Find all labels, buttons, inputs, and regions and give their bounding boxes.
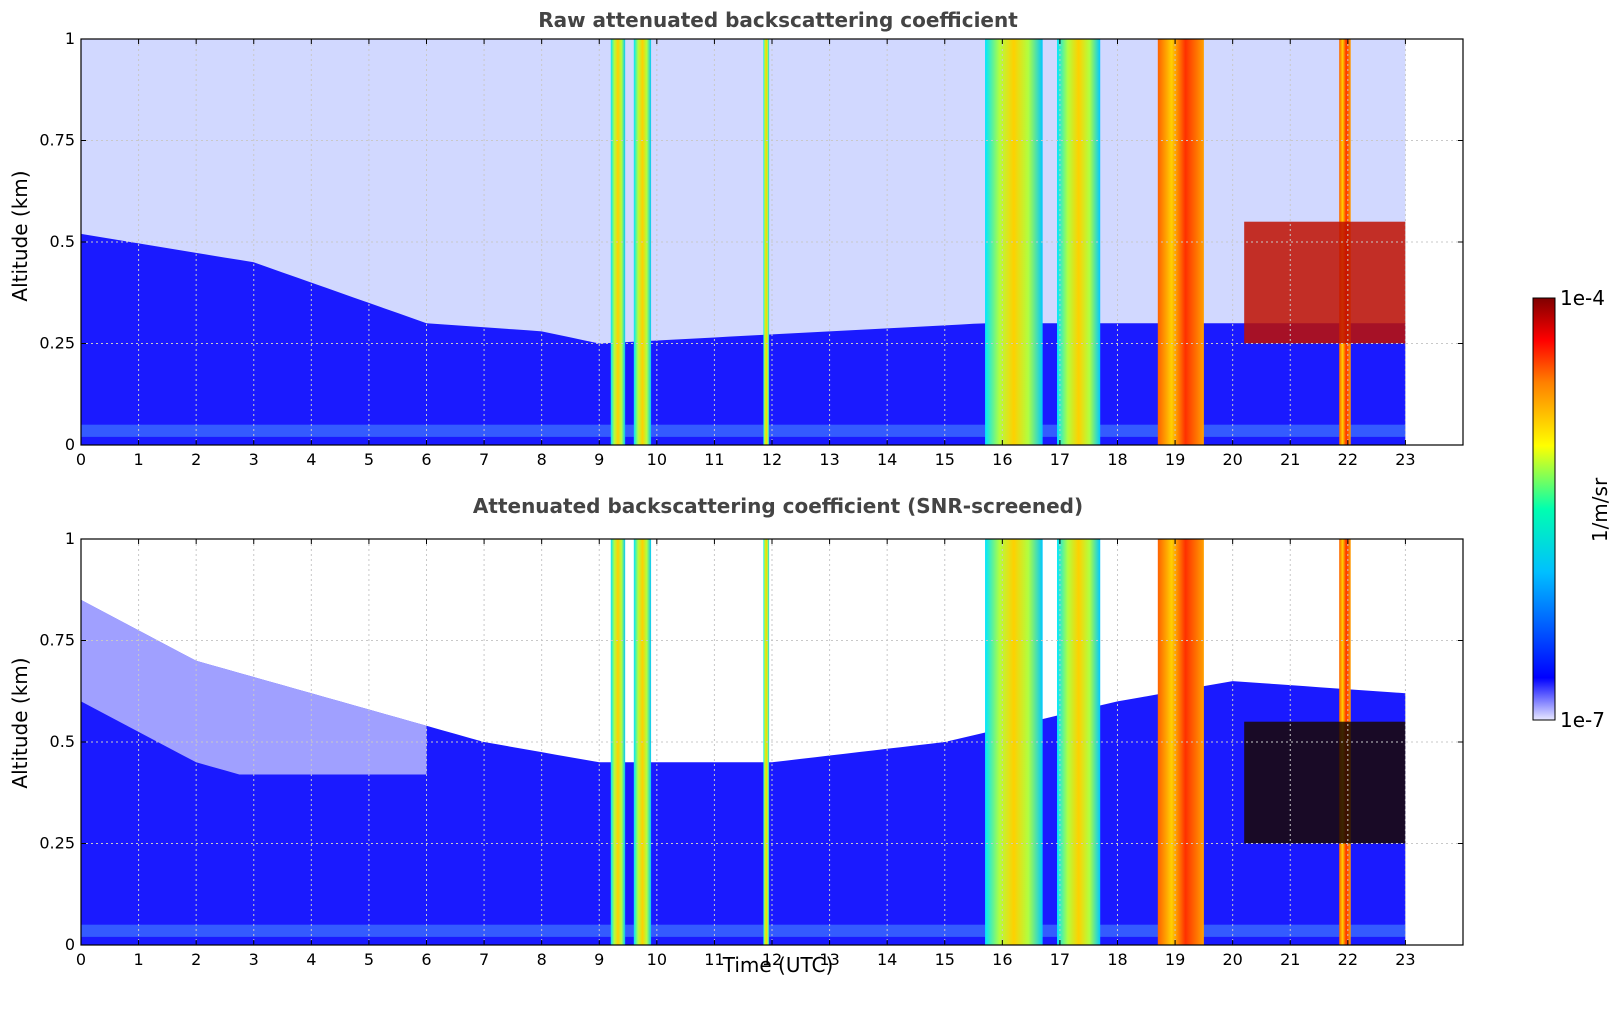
x-tick-label: 3 <box>249 950 259 969</box>
y-tick-label: 0.5 <box>50 732 75 751</box>
screened-y-axis-label: Altitude (km) <box>8 657 32 788</box>
x-tick-label: 10 <box>647 950 667 969</box>
colorbar-unit-label: 1/m/sr <box>1588 477 1612 542</box>
x-tick-label: 22 <box>1338 450 1358 469</box>
x-tick-label: 19 <box>1165 950 1185 969</box>
raw-backscatter-panel: Raw attenuated backscattering coefficien… <box>8 8 1464 469</box>
y-tick-label: 0.25 <box>39 834 75 853</box>
x-tick-label: 10 <box>647 450 667 469</box>
x-tick-label: 5 <box>364 450 374 469</box>
cloud-band <box>985 39 1043 445</box>
aerosol-layer <box>1244 221 1406 344</box>
colorbar-gradient <box>1532 297 1556 721</box>
y-tick-label: 0 <box>65 435 75 454</box>
x-tick-label: 17 <box>1050 950 1070 969</box>
surface-band <box>81 424 1406 437</box>
x-tick-label: 7 <box>479 450 489 469</box>
x-tick-label: 1 <box>133 450 143 469</box>
x-tick-label: 21 <box>1280 450 1300 469</box>
y-tick-label: 1 <box>65 529 75 548</box>
x-tick-label: 23 <box>1395 950 1415 969</box>
x-tick-label: 21 <box>1280 950 1300 969</box>
x-tick-label: 2 <box>191 950 201 969</box>
x-tick-label: 18 <box>1107 450 1127 469</box>
y-tick-label: 0 <box>65 935 75 954</box>
y-tick-label: 0.75 <box>39 131 75 150</box>
x-tick-label: 0 <box>76 450 86 469</box>
x-tick-label: 20 <box>1222 950 1242 969</box>
no-data-region <box>1405 39 1463 445</box>
y-tick-label: 0.5 <box>50 232 75 251</box>
raw-plot-area: 0 1 2 3 4 5 6 7 8 9 10 11 12 13 14 15 16 17 18 19 20 21 22 2300… <box>39 29 1464 469</box>
screened-plot-area: 0 1 2 3 4 5 6 7 8 9 10 11 12 13 14 15 16 17 18 19 20 21 22 2300… <box>39 529 1464 969</box>
x-tick-label: 16 <box>992 450 1012 469</box>
x-tick-label: 17 <box>1050 450 1070 469</box>
x-tick-label: 6 <box>421 950 431 969</box>
x-tick-label: 9 <box>594 450 604 469</box>
x-tick-label: 19 <box>1165 450 1185 469</box>
x-tick-label: 2 <box>191 450 201 469</box>
x-tick-label: 15 <box>935 450 955 469</box>
x-tick-label: 11 <box>704 950 724 969</box>
x-tick-label: 14 <box>877 950 897 969</box>
colorbar-min-label: 1e-7 <box>1560 708 1605 732</box>
colorbar: 1e-4 1e-7 1/m/sr <box>1532 286 1612 732</box>
raw-panel-title: Raw attenuated backscattering coefficien… <box>538 8 1018 32</box>
x-tick-label: 0 <box>76 950 86 969</box>
x-tick-label: 8 <box>537 950 547 969</box>
x-tick-label: 12 <box>762 450 782 469</box>
no-data-region <box>1405 539 1463 945</box>
x-tick-label: 5 <box>364 950 374 969</box>
cloud-band <box>985 539 1043 945</box>
x-tick-label: 14 <box>877 450 897 469</box>
x-tick-label: 4 <box>306 950 316 969</box>
x-tick-label: 12 <box>762 950 782 969</box>
x-tick-label: 15 <box>935 950 955 969</box>
x-tick-label: 7 <box>479 950 489 969</box>
x-tick-label: 18 <box>1107 950 1127 969</box>
x-tick-label: 9 <box>594 950 604 969</box>
x-tick-label: 13 <box>819 950 839 969</box>
x-tick-label: 13 <box>819 450 839 469</box>
cloud-band <box>1057 539 1101 945</box>
x-tick-label: 1 <box>133 950 143 969</box>
x-tick-label: 23 <box>1395 450 1415 469</box>
aerosol-layer <box>1244 721 1406 844</box>
raw-y-axis-label: Altitude (km) <box>8 170 32 301</box>
x-tick-label: 4 <box>306 450 316 469</box>
x-tick-label: 22 <box>1338 950 1358 969</box>
surface-band <box>81 924 1406 937</box>
x-tick-label: 6 <box>421 450 431 469</box>
x-tick-label: 20 <box>1222 450 1242 469</box>
x-axis-label: Time (UTC) <box>722 953 834 977</box>
cloud-band <box>1057 39 1101 445</box>
y-tick-label: 0.75 <box>39 631 75 650</box>
x-tick-label: 11 <box>704 450 724 469</box>
aerosol-haze <box>81 599 427 775</box>
colorbar-max-label: 1e-4 <box>1560 286 1605 310</box>
x-tick-label: 16 <box>992 950 1012 969</box>
screened-panel-title: Attenuated backscattering coefficient (S… <box>473 494 1083 518</box>
y-tick-label: 0.25 <box>39 334 75 353</box>
x-tick-label: 8 <box>537 450 547 469</box>
y-tick-label: 1 <box>65 29 75 48</box>
screened-backscatter-panel: Attenuated backscattering coefficient (S… <box>8 494 1464 977</box>
x-tick-label: 3 <box>249 450 259 469</box>
